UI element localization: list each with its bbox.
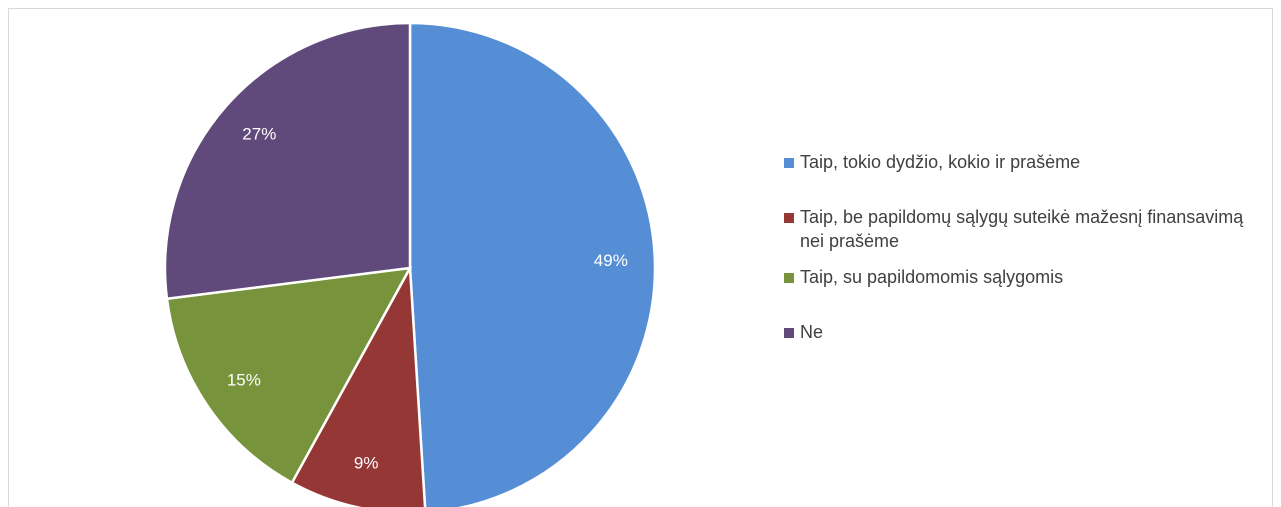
legend-label: Taip, su papildomomis sąlygomis — [800, 267, 1063, 287]
pie-slice — [290, 263, 427, 507]
legend-swatch — [784, 158, 794, 168]
data-label: 15% — [227, 370, 261, 389]
legend-label: Taip, tokio dydžio, kokio ir prašėme — [800, 152, 1080, 172]
data-label: 27% — [242, 125, 276, 144]
data-label: 49% — [594, 251, 628, 270]
legend-label: Ne — [800, 322, 823, 342]
data-label: 9% — [354, 454, 379, 473]
legend-label: Taip, be papildomų sąlygų suteikė mažesn… — [800, 207, 1244, 251]
pie-slice — [408, 21, 657, 507]
legend-swatch — [784, 213, 794, 223]
legend-swatch — [784, 328, 794, 338]
pie-slice — [165, 266, 413, 485]
chart-frame — [8, 8, 1273, 507]
pie-slice — [163, 21, 412, 301]
legend-swatch — [784, 273, 794, 283]
